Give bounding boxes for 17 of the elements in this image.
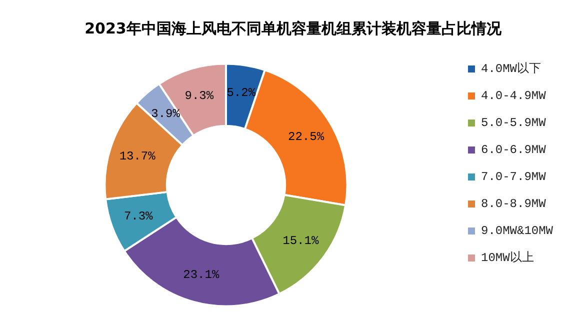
legend-label: 7.0-7.9MW [480, 170, 547, 184]
legend-label: 6.0-6.9MW [480, 143, 547, 157]
legend-label: 5.0-5.9MW [480, 116, 547, 130]
data-label: 7.3% [124, 210, 154, 224]
legend-label: 9.0MW&10MW [480, 224, 554, 238]
legend-label: 8.0-8.9MW [480, 197, 547, 211]
data-label: 23.1% [183, 268, 220, 282]
data-label: 15.1% [282, 234, 320, 248]
legend-label: 4.0MW以下 [480, 62, 542, 76]
chart-title: 2023年中国海上风电不同单机容量机组累计装机容量占比情况 [84, 20, 502, 38]
data-label: 3.9% [151, 107, 181, 122]
data-label: 22.5% [288, 130, 325, 144]
data-label: 13.7% [119, 149, 156, 164]
legend-label: 4.0-4.9MW [480, 89, 547, 103]
data-label: 9.3% [184, 88, 214, 103]
data-label: 5.2% [226, 86, 256, 100]
legend-label: 10MW以上 [480, 251, 534, 265]
